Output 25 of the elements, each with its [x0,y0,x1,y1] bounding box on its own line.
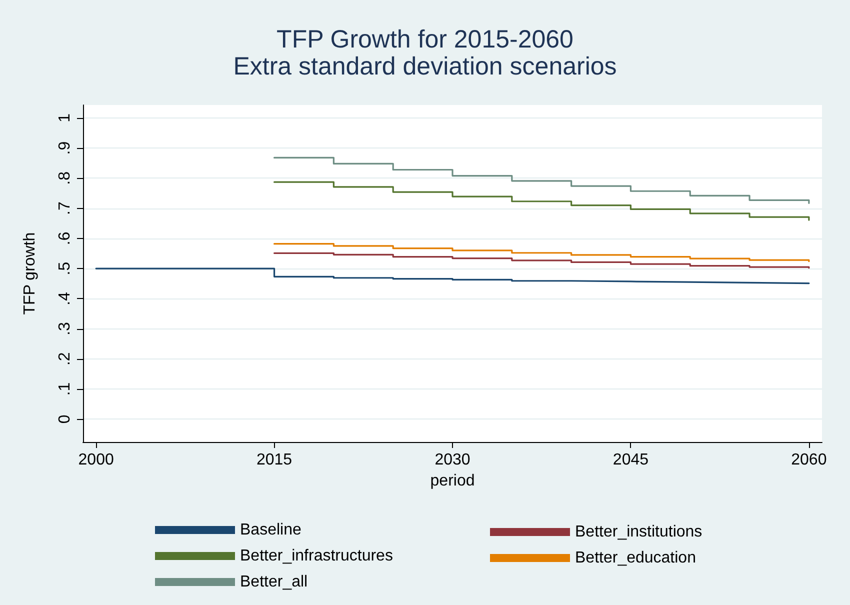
x-tick-label: 2030 [434,452,470,468]
y-tick-label: .6 [56,232,74,246]
legend-label: Better_all [240,574,308,590]
x-tick-label: 2015 [256,452,292,468]
legend-label: Baseline [240,522,302,538]
y-tick-label: .4 [56,292,74,306]
y-tick-label: .5 [56,262,74,276]
legend-label: Better_institutions [575,524,702,540]
legend-label: Better_education [575,550,696,566]
x-axis-title: period [430,472,475,490]
x-tick-label: 2000 [78,452,114,468]
y-axis-title: TFP growth [22,232,38,315]
y-tick-label: .1 [56,382,74,396]
y-tick-label: 0 [56,414,74,424]
chart-subtitle: Extra standard deviation scenarios [233,52,617,80]
y-tick-label: .9 [56,141,74,155]
x-tick-label: 2060 [791,452,827,468]
y-tick-label: 1 [56,113,74,122]
chart-title: TFP Growth for 2015-2060 [276,26,574,54]
y-tick-label: .8 [56,171,74,185]
y-tick-label: .3 [56,322,74,336]
y-tick-label: .7 [56,202,74,215]
x-tick-label: 2045 [612,452,649,468]
y-tick-label: .2 [56,352,74,366]
legend-label: Better_infrastructures [240,548,393,564]
